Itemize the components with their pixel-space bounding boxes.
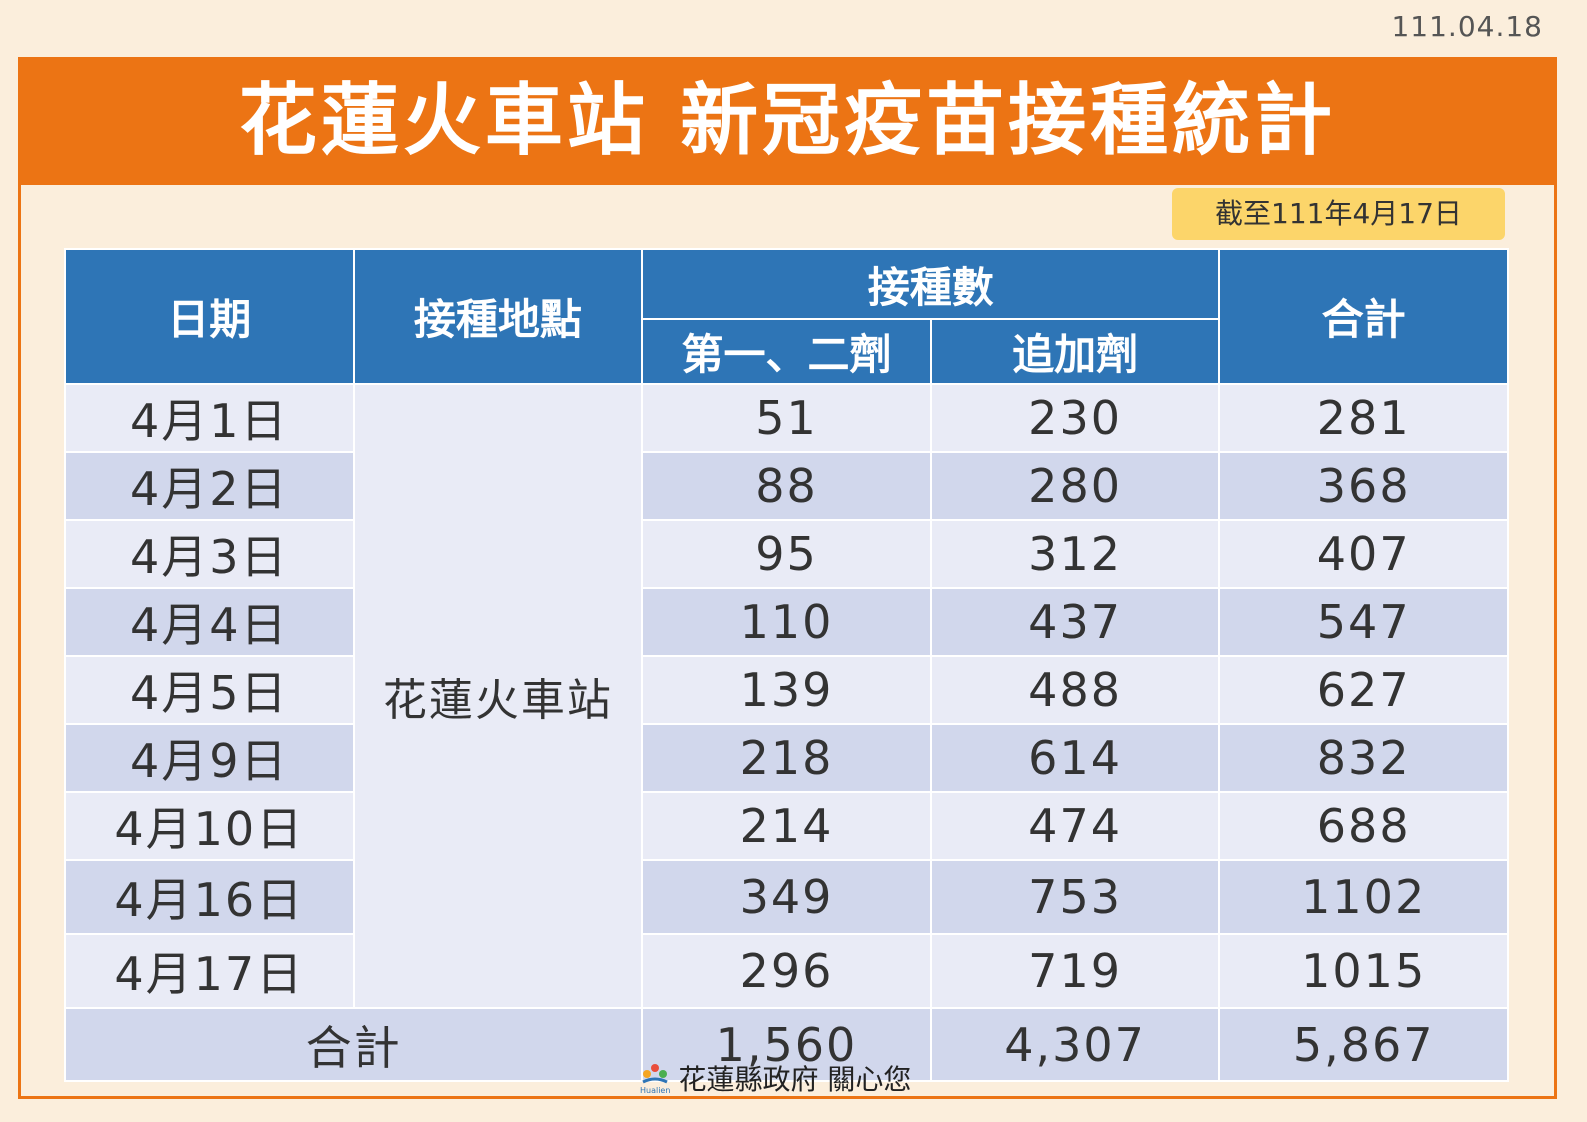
total-label: 合計 xyxy=(63,1007,644,1082)
date-cell: 4月4日 xyxy=(64,587,355,657)
value-cell: 547 xyxy=(1218,587,1509,657)
value-cell: 832 xyxy=(1218,723,1509,793)
value-cell: 437 xyxy=(929,587,1221,657)
table-row: 4月1日 花蓮火車站 51 230 281 xyxy=(64,383,1509,1009)
value-cell: 474 xyxy=(929,791,1221,861)
header-cell: 日期 xyxy=(64,248,355,385)
value-cell: 407 xyxy=(1218,519,1509,589)
table-row: 4月9日 218 614 832 xyxy=(64,723,1509,793)
table-row: 4月3日 95 312 407 xyxy=(64,519,1509,589)
value-cell: 214 xyxy=(641,791,932,861)
date: 111.04.18 xyxy=(1391,10,1543,43)
date-cell: 4月9日 xyxy=(64,723,355,793)
value-cell: 230 xyxy=(929,383,1221,453)
value-cell: 296 xyxy=(641,933,932,1009)
logo: Hualien xyxy=(640,1062,670,1095)
value-cell: 753 xyxy=(929,859,1221,935)
title: 花蓮火車站 新冠疫苗接種統計 xyxy=(18,57,1557,185)
table-row: 4月5日 139 488 627 xyxy=(64,655,1509,725)
date-cell: 4月5日 xyxy=(64,655,355,725)
table-row: 4月10日 214 474 688 xyxy=(64,791,1509,861)
total-cell: 4,307 xyxy=(929,1007,1221,1082)
footer-text: 花蓮縣政府 關心您 xyxy=(678,1063,912,1096)
date-cell: 4月17日 xyxy=(64,933,355,1009)
location-cell: 花蓮火車站 xyxy=(352,383,644,1009)
total-row: 合計 1,560 4,307 5,867 xyxy=(63,1007,1509,1082)
header-cell: 追加劑 xyxy=(929,318,1221,385)
logo-icon xyxy=(642,1063,668,1083)
value-cell: 51 xyxy=(641,383,932,453)
value-cell: 627 xyxy=(1218,655,1509,725)
header-cell: 接種地點 xyxy=(352,248,644,385)
value-cell: 218 xyxy=(641,723,932,793)
value-cell: 281 xyxy=(1218,383,1509,453)
header-cell: 接種數 xyxy=(641,248,1221,320)
value-cell: 1015 xyxy=(1218,933,1509,1009)
value-cell: 349 xyxy=(641,859,932,935)
date-cell: 4月3日 xyxy=(64,519,355,589)
table-body: 4月1日 花蓮火車站 51 230 281 4月2日 88 280 368 4月3日 95 312 40… xyxy=(63,383,1509,1082)
value-cell: 488 xyxy=(929,655,1221,725)
table: 日期 接種地點 接種數 合計 第一、二劑 追加劑 4月1日 花蓮火車站 51 230 2… xyxy=(63,248,1509,1082)
date-cell: 4月10日 xyxy=(64,791,355,861)
value-cell: 312 xyxy=(929,519,1221,589)
value-cell: 95 xyxy=(641,519,932,589)
total-cell: 5,867 xyxy=(1218,1007,1509,1082)
value-cell: 1102 xyxy=(1218,859,1509,935)
value-cell: 614 xyxy=(929,723,1221,793)
value-cell: 139 xyxy=(641,655,932,725)
table-row: 4月17日 296 719 1015 xyxy=(64,933,1509,1009)
value-cell: 280 xyxy=(929,451,1221,521)
value-cell: 719 xyxy=(929,933,1221,1009)
value-cell: 688 xyxy=(1218,791,1509,861)
footer: Hualien 花蓮縣政府 關心您 xyxy=(640,1058,911,1098)
logo-text: Hualien xyxy=(640,1085,671,1095)
value-cell: 110 xyxy=(641,587,932,657)
total-cell: 1,560 xyxy=(641,1007,932,1082)
date-cell: 4月16日 xyxy=(64,859,355,935)
table-row: 4月4日 110 437 547 xyxy=(64,587,1509,657)
value-cell: 368 xyxy=(1218,451,1509,521)
table-row: 4月16日 349 753 1102 xyxy=(64,859,1509,935)
table-row: 4月2日 88 280 368 xyxy=(64,451,1509,521)
as-of-badge: 截至111年4月17日 xyxy=(1172,188,1505,240)
header-cell: 第一、二劑 xyxy=(641,318,932,385)
header-cell: 合計 xyxy=(1218,248,1509,385)
date-cell: 4月2日 xyxy=(64,451,355,521)
value-cell: 88 xyxy=(641,451,932,521)
date-cell: 4月1日 xyxy=(64,383,355,453)
